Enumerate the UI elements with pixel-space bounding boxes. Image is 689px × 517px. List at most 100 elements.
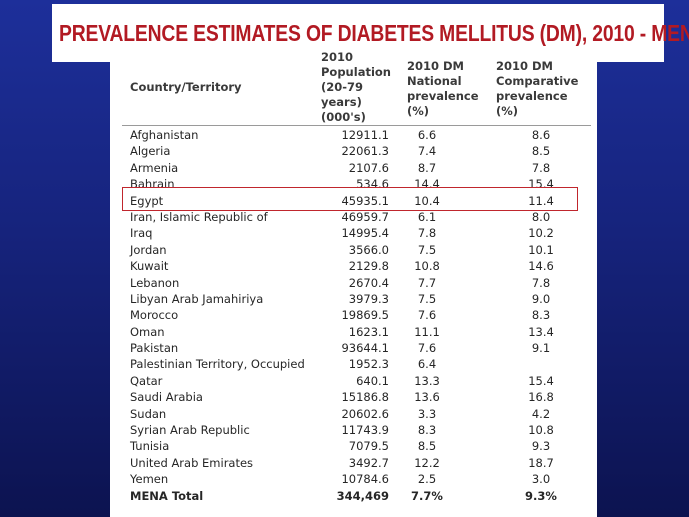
cell-national: 13.6 — [414, 390, 440, 405]
table-total-row: MENA Total 344,469 7.7% 9.3% — [110, 488, 597, 504]
cell-population: 12911.1 — [341, 128, 389, 142]
cell-population: 3566.0 — [348, 242, 389, 257]
cell-country: Qatar — [130, 373, 163, 388]
cell-national: 10.8 — [414, 259, 440, 274]
cell-country: Morocco — [130, 308, 179, 323]
header-population-line: Population — [321, 65, 391, 79]
header-comparative-line: (%) — [496, 104, 519, 118]
cell-national: 8.3 — [417, 423, 437, 438]
cell-national: 6.1 — [417, 209, 437, 224]
cell-country: Saudi Arabia — [130, 390, 203, 405]
cell-population: 19869.5 — [341, 308, 389, 323]
cell-country: Palestinian Territory, Occupied — [130, 357, 305, 372]
table-row: Lebanon 2670.4 7.7 7.8 — [110, 275, 597, 291]
cell-country: United Arab Emirates — [130, 455, 254, 470]
cell-comparative: 15.4 — [528, 177, 554, 192]
cell-population: 22061.3 — [341, 144, 389, 159]
cell-comparative: 14.6 — [528, 259, 554, 274]
cell-population: 93644.1 — [341, 341, 389, 356]
cell-country: Syrian Arab Republic — [130, 423, 250, 438]
cell-country: Bahrain — [130, 177, 175, 192]
cell-national: 8.7 — [417, 160, 437, 175]
table-row: Iran, Islamic Republic of 46959.7 6.1 8.0 — [110, 209, 597, 225]
cell-population: 10784.6 — [341, 472, 389, 487]
table-row: Qatar 640.1 13.3 15.4 — [110, 373, 597, 389]
cell-comparative: 8.6 — [531, 128, 551, 142]
table-row: Morocco 19869.5 7.6 8.3 — [110, 307, 597, 323]
cell-national: 7.4 — [417, 144, 437, 159]
table-row: Tunisia 7079.5 8.5 9.3 — [110, 438, 597, 454]
cell-national: 7.6 — [417, 341, 437, 356]
prevalence-table: Country/Territory 2010 Population (20-79… — [110, 50, 597, 517]
table-row: Syrian Arab Republic 11743.9 8.3 10.8 — [110, 422, 597, 438]
table-row: Bahrain 534.6 14.4 15.4 — [110, 176, 597, 192]
title-banner: PREVALENCE ESTIMATES OF DIABETES MELLITU… — [52, 4, 689, 62]
cell-country: Egypt — [130, 193, 164, 208]
table-row-highlighted: Egypt 45935.1 10.4 11.4 — [110, 193, 597, 209]
table-row: Kuwait 2129.8 10.8 14.6 — [110, 258, 597, 274]
cell-comparative: 9.0 — [531, 291, 551, 306]
cell-population: 46959.7 — [341, 209, 389, 224]
cell-national: 10.4 — [414, 193, 440, 208]
cell-comparative: 13.4 — [528, 324, 554, 339]
table-row: Afghanistan 12911.1 6.6 8.6 — [110, 127, 597, 143]
cell-population: 2129.8 — [348, 259, 389, 274]
cell-country: Lebanon — [130, 275, 180, 290]
header-divider — [122, 125, 591, 126]
cell-population: 1623.1 — [348, 324, 389, 339]
header-population-line: 2010 — [321, 50, 354, 64]
cell-population: 3492.7 — [348, 455, 389, 470]
header-comparative: 2010 DM Comparative prevalence (%) — [496, 59, 578, 119]
cell-comparative: 9.3% — [525, 488, 557, 503]
header-comparative-line: Comparative — [496, 74, 579, 88]
table-row: Pakistan 93644.1 7.6 9.1 — [110, 340, 597, 356]
header-national: 2010 DM National prevalence (%) — [407, 59, 479, 119]
cell-country: Jordan — [130, 242, 167, 257]
cell-national: 13.3 — [414, 373, 440, 388]
cell-population: 11743.9 — [341, 423, 389, 438]
cell-population: 2107.6 — [348, 160, 389, 175]
cell-population: 3979.3 — [348, 291, 389, 306]
cell-comparative: 18.7 — [528, 455, 554, 470]
header-national-line: prevalence — [407, 89, 479, 103]
table-row: Algeria 22061.3 7.4 8.5 — [110, 143, 597, 159]
cell-comparative: 9.3 — [531, 439, 551, 454]
table-body: Afghanistan 12911.1 6.6 8.6 Algeria 22061.3 7… — [110, 127, 597, 504]
cell-country: Kuwait — [130, 259, 169, 274]
cell-national: 6.4 — [417, 357, 437, 372]
cell-comparative: 7.8 — [531, 275, 551, 290]
cell-national: 7.5 — [417, 242, 437, 257]
table-row: Sudan 20602.6 3.3 4.2 — [110, 406, 597, 422]
cell-comparative: 8.3 — [531, 308, 551, 323]
header-population-line: (20-79 — [321, 80, 364, 94]
cell-comparative: 10.1 — [528, 242, 554, 257]
header-national-line: National — [407, 74, 462, 88]
header-comparative-line: 2010 DM — [496, 59, 554, 73]
cell-country: Tunisia — [130, 439, 170, 454]
cell-comparative: 15.4 — [528, 373, 554, 388]
cell-country: Armenia — [130, 160, 179, 175]
header-population: 2010 Population (20-79 years) (000's) — [321, 50, 391, 125]
cell-population: 14995.4 — [341, 226, 389, 241]
cell-comparative: 10.8 — [528, 423, 554, 438]
cell-population: 1952.3 — [348, 357, 389, 372]
cell-comparative: 16.8 — [528, 390, 554, 405]
cell-national: 7.7 — [417, 275, 437, 290]
cell-population: 534.6 — [356, 177, 389, 192]
cell-national: 7.5 — [417, 291, 437, 306]
cell-comparative: 8.0 — [531, 209, 551, 224]
table-row: Palestinian Territory, Occupied 1952.3 6.4 — [110, 356, 597, 372]
cell-national: 8.5 — [417, 439, 437, 454]
cell-country: Oman — [130, 324, 165, 339]
cell-population: 15186.8 — [341, 390, 389, 405]
slide-title: PREVALENCE ESTIMATES OF DIABETES MELLITU… — [59, 19, 689, 46]
cell-national: 2.5 — [417, 472, 437, 487]
header-country: Country/Territory — [130, 80, 242, 94]
cell-country: Iran, Islamic Republic of — [130, 209, 268, 224]
cell-national: 11.1 — [414, 324, 440, 339]
cell-national: 7.8 — [417, 226, 437, 241]
header-comparative-line: prevalence — [496, 89, 568, 103]
table-row: Saudi Arabia 15186.8 13.6 16.8 — [110, 389, 597, 405]
cell-comparative: 10.2 — [528, 226, 554, 241]
table-header: Country/Territory 2010 Population (20-79… — [110, 50, 597, 126]
